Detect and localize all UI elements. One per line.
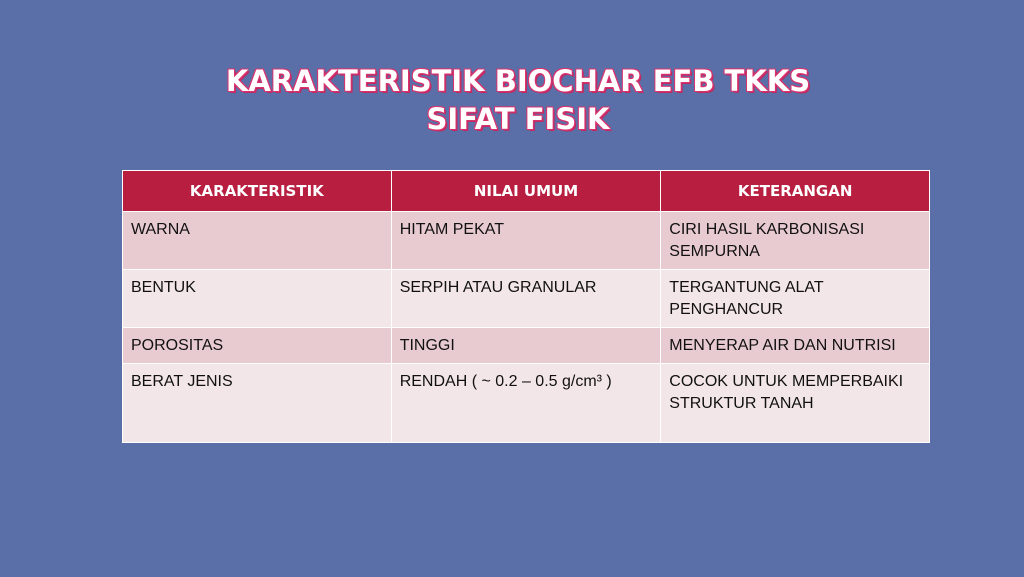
table-cell: RENDAH ( ~ 0.2 – 0.5 g/cm³ ) [390, 363, 662, 443]
table-cell: MENYERAP AIR DAN NUTRISI [660, 327, 930, 364]
table-row: WARNA HITAM PEKAT CIRI HASIL KARBONISASI… [122, 211, 930, 270]
table-row: BERAT JENIS RENDAH ( ~ 0.2 – 0.5 g/cm³ )… [122, 363, 930, 443]
title-line-2: SIFAT FISIK [426, 102, 610, 136]
table-cell: COCOK UNTUK MEMPERBAIKI STRUKTUR TANAH [660, 363, 930, 443]
table-cell: POROSITAS [122, 327, 392, 364]
table-cell: TINGGI [390, 327, 662, 364]
table-cell: BENTUK [122, 269, 392, 328]
header-keterangan: KETERANGAN [660, 170, 930, 212]
table-cell: CIRI HASIL KARBONISASI SEMPURNA [660, 211, 930, 270]
table-cell: HITAM PEKAT [390, 211, 662, 270]
table-cell: TERGANTUNG ALAT PENGHANCUR [660, 269, 930, 328]
table-cell: WARNA [122, 211, 392, 270]
table-cell: BERAT JENIS [122, 363, 392, 443]
slide-title: KARAKTERISTIK BIOCHAR EFB TKKS SIFAT FIS… [0, 62, 1024, 138]
table-header-row: KARAKTERISTIK NILAI UMUM KETERANGAN [122, 170, 930, 212]
header-karakteristik: KARAKTERISTIK [122, 170, 392, 212]
title-line-1: KARAKTERISTIK BIOCHAR EFB TKKS [225, 64, 811, 98]
characteristics-table: KARAKTERISTIK NILAI UMUM KETERANGAN WARN… [122, 170, 930, 443]
header-nilai-umum: NILAI UMUM [390, 170, 662, 212]
table-cell: SERPIH ATAU GRANULAR [390, 269, 662, 328]
table-row: BENTUK SERPIH ATAU GRANULAR TERGANTUNG A… [122, 269, 930, 328]
table-row: POROSITAS TINGGI MENYERAP AIR DAN NUTRIS… [122, 327, 930, 364]
